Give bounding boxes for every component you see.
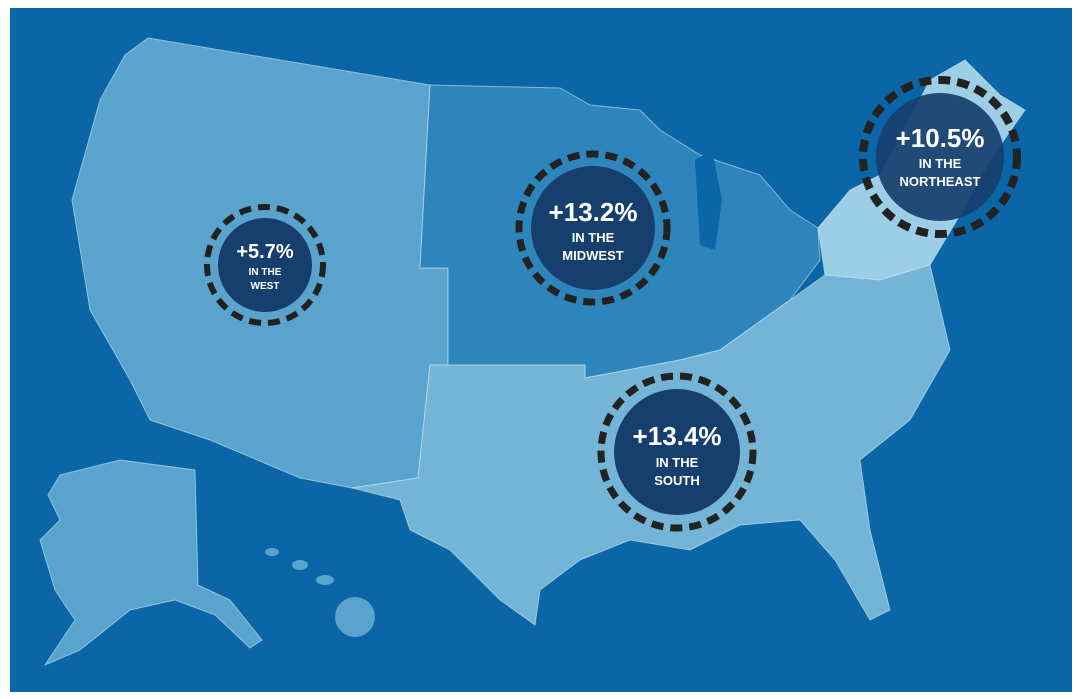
badge-ring [859,76,1021,238]
region-label: SOUTH [654,473,700,488]
region-label: NORTHEAST [900,174,981,189]
region-value: +13.4% [633,421,722,451]
hawaii [265,548,375,637]
region-value: +5.7% [236,241,293,263]
badge-ring [204,204,326,326]
badge-disc [218,218,312,312]
lake-michigan [695,150,722,250]
region-label: MIDWEST [562,248,623,263]
south-badge: +13.4% IN THE SOUTH [597,372,757,532]
region-label: WEST [251,281,280,292]
west-badge: +5.7% IN THE WEST [204,204,326,326]
region-value: +13.2% [549,197,638,227]
badge-ring [515,150,671,306]
alaska [39,459,263,667]
region-label: IN THE [249,267,282,278]
region-label: IN THE [656,455,699,470]
region-label: IN THE [572,230,615,245]
badge-disc [876,93,1004,221]
badge-disc [614,389,740,515]
badge-disc [531,166,655,290]
region-label: IN THE [919,156,962,171]
midwest-badge: +13.2% IN THE MIDWEST [515,150,671,306]
northeast-badge: +10.5% IN THE NORTHEAST [859,76,1021,238]
badge-ring [597,372,757,532]
region-value: +10.5% [896,123,985,153]
